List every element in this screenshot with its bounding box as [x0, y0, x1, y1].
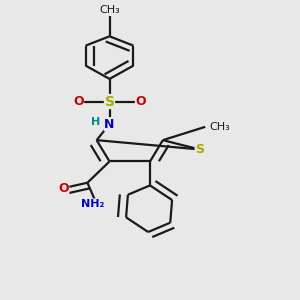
Text: S: S: [195, 143, 204, 156]
Text: S: S: [104, 94, 115, 109]
Text: O: O: [73, 95, 83, 108]
Text: CH₃: CH₃: [209, 122, 230, 132]
Text: O: O: [58, 182, 69, 195]
Text: CH₃: CH₃: [99, 5, 120, 15]
Text: O: O: [136, 95, 146, 108]
Text: N: N: [104, 118, 115, 131]
Text: H: H: [91, 116, 100, 127]
Text: NH₂: NH₂: [81, 199, 105, 209]
